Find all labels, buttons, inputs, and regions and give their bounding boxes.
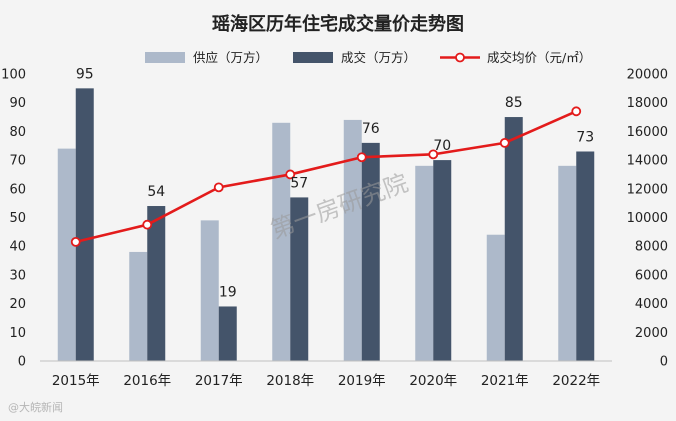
legend-label-supply: 供应（万方） (193, 50, 268, 65)
y-right-tick-label: 20000 (627, 68, 668, 83)
chart-title: 瑶海区历年住宅成交量价走势图 (212, 13, 464, 35)
deal-data-label: 73 (576, 129, 594, 145)
price-line (75, 110, 577, 244)
y-left-tick-label: 80 (9, 125, 26, 140)
price-point (428, 149, 439, 160)
legend-swatch-supply (145, 52, 185, 63)
deal-data-label: 95 (76, 66, 94, 82)
y-left-tick-label: 60 (9, 182, 26, 197)
bar-supply (272, 122, 291, 361)
bar-deal (504, 117, 523, 361)
y-left-tick-label: 10 (9, 326, 26, 341)
series-supply (57, 119, 577, 361)
price-point (70, 236, 81, 247)
y-left-tick-label: 70 (9, 154, 26, 169)
x-category-label: 2022年 (552, 373, 600, 389)
y-left-tick-label: 50 (9, 211, 26, 226)
bar-deal (433, 160, 452, 361)
legend-swatch-deal (293, 52, 333, 63)
bar-deal (361, 142, 380, 361)
bar-supply (57, 148, 76, 361)
legend-label-price: 成交均价（元/㎡） (487, 50, 591, 65)
y-axis-left: 0 10 20 30 40 50 60 70 80 90 100 (1, 68, 26, 370)
y-left-tick-label: 40 (9, 240, 26, 255)
bar-supply (200, 220, 219, 361)
y-right-tick-label: 8000 (635, 240, 668, 255)
deal-data-label: 85 (505, 95, 523, 111)
price-point (213, 182, 224, 193)
deal-data-label: 70 (433, 138, 451, 154)
y-right-tick-label: 4000 (635, 297, 668, 312)
bar-supply (129, 251, 148, 361)
x-category-label: 2017年 (195, 373, 243, 389)
deal-data-label: 54 (147, 184, 165, 200)
x-category-label: 2021年 (481, 373, 529, 389)
y-left-tick-label: 90 (9, 96, 26, 111)
y-axis-right: 0 2000 4000 6000 8000 10000 12000 14000 16000 180… (627, 68, 668, 370)
deal-data-label: 19 (219, 284, 237, 300)
y-right-tick-label: 6000 (635, 268, 668, 283)
price-point (142, 219, 153, 230)
x-category-label: 2020年 (409, 373, 457, 389)
bar-deal (576, 151, 595, 361)
y-right-tick-label: 18000 (627, 96, 668, 111)
x-category-label: 2019年 (338, 373, 386, 389)
legend-marker-price (455, 52, 465, 63)
y-right-tick-label: 2000 (635, 326, 668, 341)
source-mark: @大皖新闻 (8, 400, 63, 414)
y-right-tick-label: 0 (660, 355, 668, 370)
y-left-tick-label: 100 (1, 68, 26, 83)
y-right-tick-label: 12000 (627, 182, 668, 197)
bar-supply (486, 234, 505, 361)
series-deal (75, 88, 595, 361)
deal-data-labels: 95 54 19 57 76 70 85 73 (76, 66, 594, 300)
x-category-label: 2016年 (123, 373, 171, 389)
price-point (499, 137, 510, 148)
bar-supply (415, 165, 434, 361)
y-right-tick-label: 10000 (627, 211, 668, 226)
y-left-tick-label: 20 (9, 297, 26, 312)
bar-deal (75, 88, 94, 361)
y-right-tick-label: 14000 (627, 154, 668, 169)
bar-deal (147, 206, 166, 361)
deal-data-label: 76 (362, 121, 380, 137)
x-category-label: 2015年 (52, 373, 100, 389)
series-price (70, 106, 582, 247)
y-left-tick-label: 0 (18, 355, 26, 370)
deal-data-label: 57 (290, 175, 308, 191)
legend-label-deal: 成交（万方） (341, 50, 416, 65)
bar-deal (290, 197, 309, 361)
x-category-label: 2018年 (266, 373, 314, 389)
bar-supply (343, 119, 362, 361)
bar-supply (558, 165, 577, 361)
legend: 供应（万方） 成交（万方） 成交均价（元/㎡） (145, 50, 591, 65)
y-left-tick-label: 30 (9, 268, 26, 283)
bar-deal (218, 306, 237, 361)
price-point (285, 169, 296, 180)
price-point (356, 152, 367, 163)
x-axis: 2015年 2016年 2017年 2018年 2019年 2020年 2021年 2022年 (52, 373, 600, 389)
y-right-tick-label: 16000 (627, 125, 668, 140)
price-point (571, 106, 582, 117)
